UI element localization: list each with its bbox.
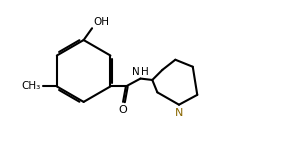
Text: OH: OH xyxy=(93,17,109,27)
Text: N: N xyxy=(132,67,140,77)
Text: CH₃: CH₃ xyxy=(22,81,41,91)
Text: N: N xyxy=(175,108,183,118)
Text: H: H xyxy=(141,67,149,77)
Text: O: O xyxy=(118,105,127,115)
